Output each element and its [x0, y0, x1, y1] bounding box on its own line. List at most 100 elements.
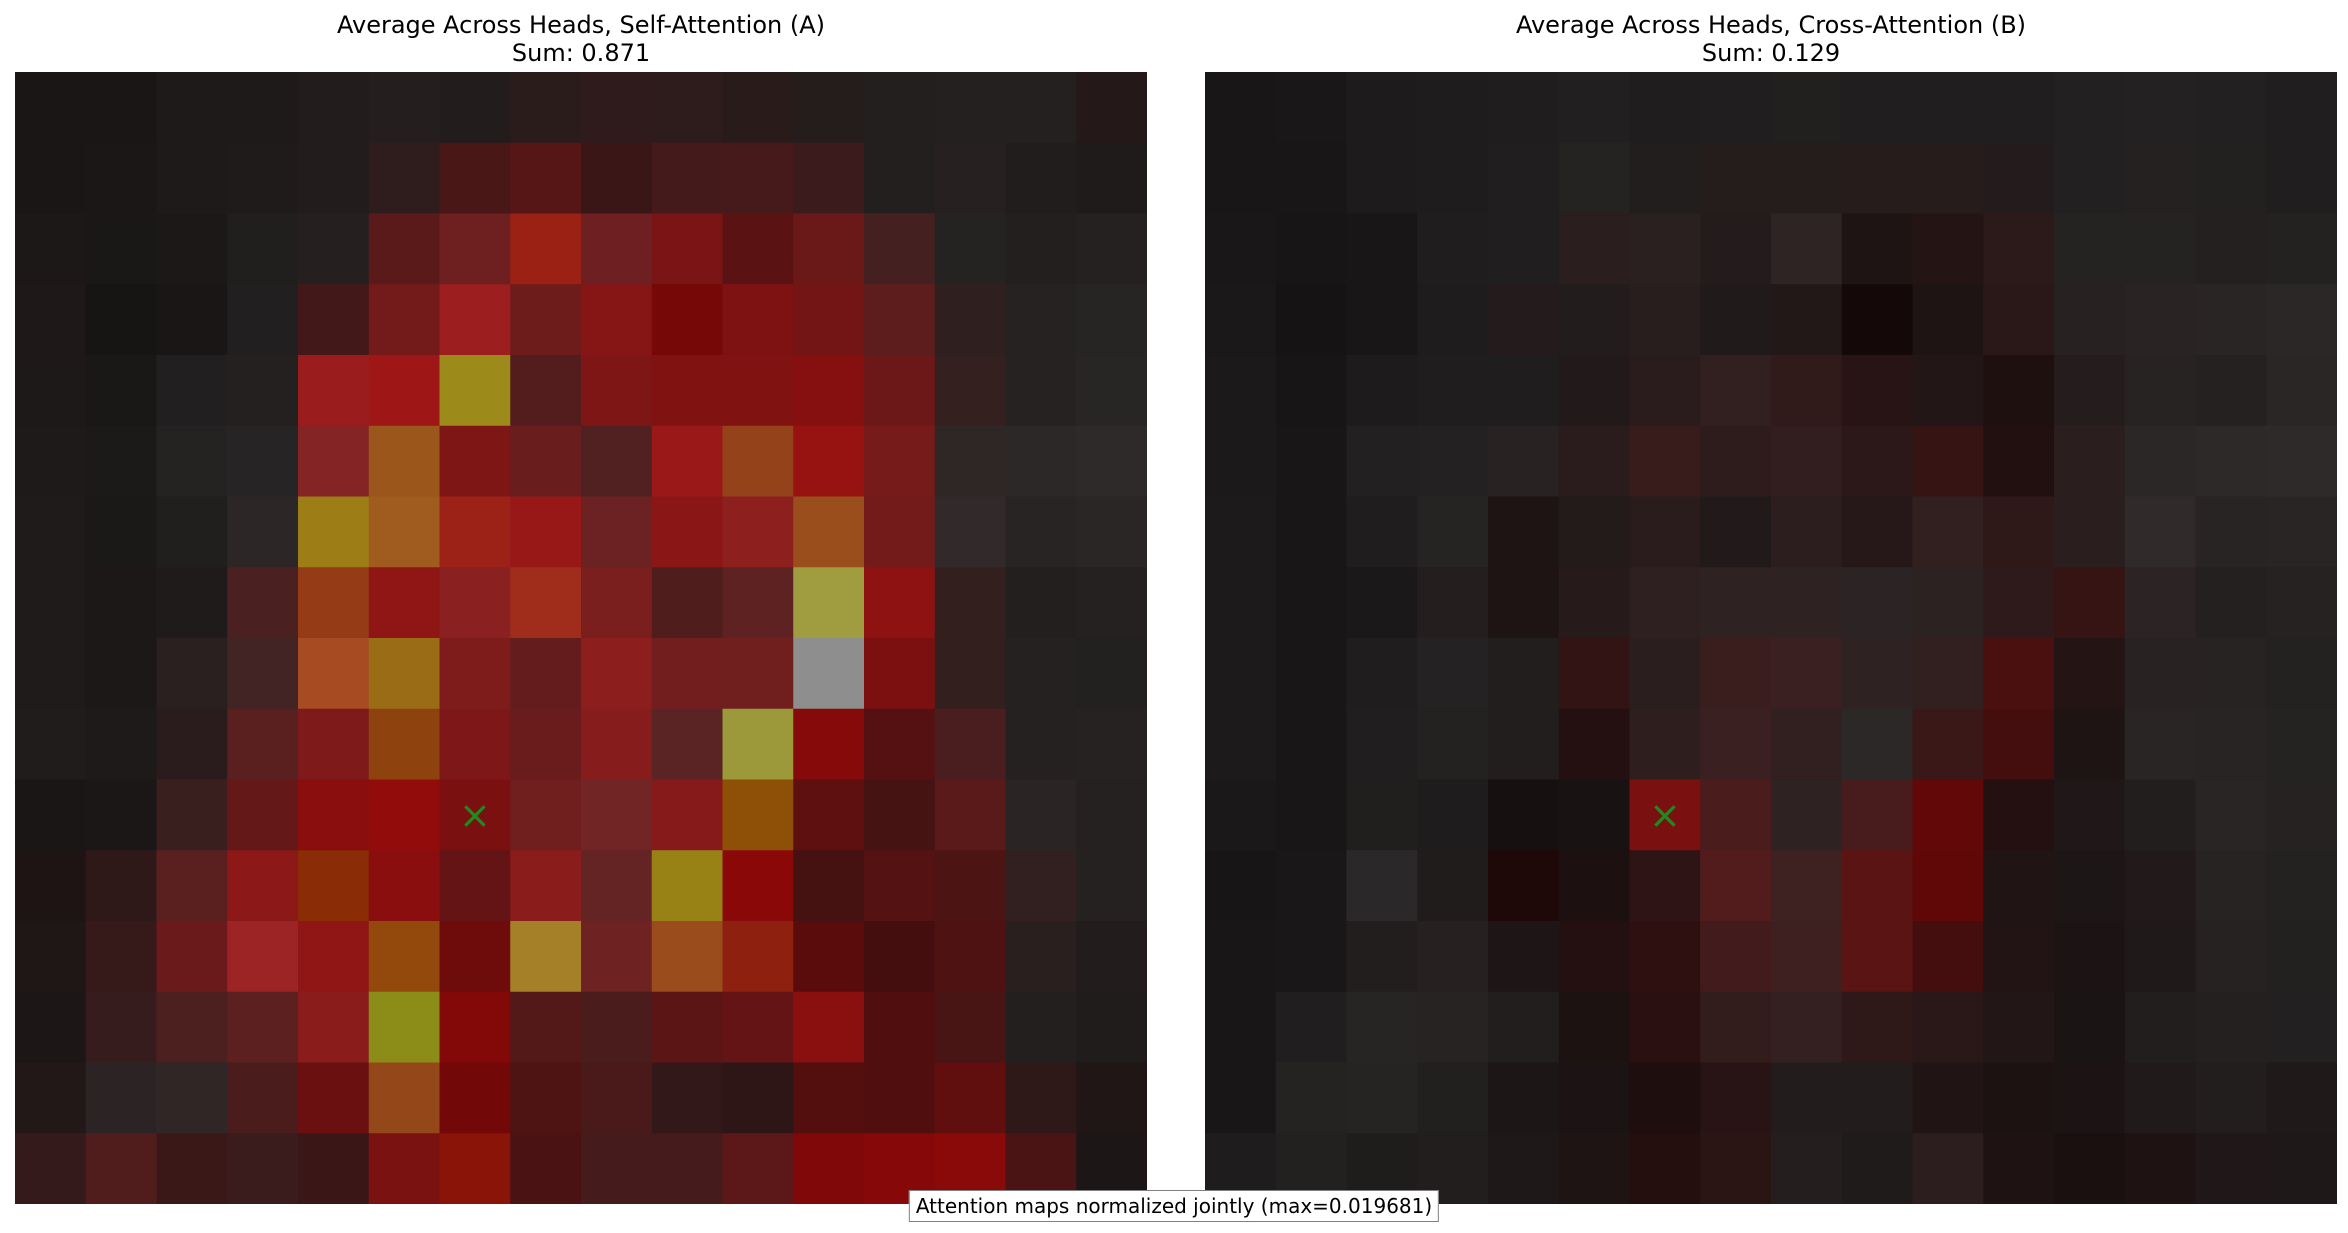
heatmap-cell-r2-c6 — [439, 213, 511, 285]
heatmap-cell-r3-c3 — [1417, 284, 1489, 356]
heatmap-cell-r1-c13 — [2124, 142, 2197, 215]
heatmap-cell-r1-c8 — [1771, 142, 1843, 215]
heatmap-cell-r5-c5 — [368, 425, 441, 498]
heatmap-cell-r15-c4 — [1488, 1133, 1560, 1204]
heatmap-cell-r0-c15 — [1076, 72, 1147, 144]
heatmap-cell-r7-c9 — [1841, 567, 1914, 639]
heatmap-cell-r5-c3 — [227, 425, 299, 498]
heatmap-cell-r7-c0 — [1205, 567, 1277, 639]
self-attention-title-text: Average Across Heads, Self-Attention (A) — [336, 11, 826, 39]
heatmap-cell-r6-c9 — [1841, 496, 1914, 568]
heatmap-cell-r12-c12 — [864, 921, 936, 993]
heatmap-cell-r13-c9 — [651, 991, 724, 1064]
heatmap-cell-r4-c0 — [15, 355, 87, 427]
heatmap-cell-r2-c11 — [1983, 213, 2055, 285]
heatmap-cell-r2-c3 — [1417, 213, 1489, 285]
heatmap-cell-r3-c5 — [1558, 284, 1631, 356]
heatmap-cell-r15-c8 — [581, 1133, 653, 1204]
heatmap-cell-r1-c14 — [2195, 142, 2267, 215]
heatmap-cell-r1-c0 — [15, 142, 87, 215]
heatmap-cell-r12-c7 — [1700, 921, 1772, 993]
heatmap-cell-r10-c2 — [156, 779, 228, 851]
heatmap-cell-r2-c9 — [651, 213, 724, 285]
heatmap-cell-r0-c0 — [1205, 72, 1277, 144]
cross-attention-heatmap-svg: × — [1205, 72, 2337, 1204]
heatmap-cell-r12-c13 — [2124, 921, 2197, 993]
heatmap-cell-r11-c2 — [1346, 850, 1418, 922]
heatmap-cell-r12-c6 — [1629, 921, 1701, 993]
heatmap-cell-r2-c11 — [793, 213, 865, 285]
heatmap-cell-r2-c2 — [1346, 213, 1418, 285]
self-attention-sum: Sum: 0.871 — [511, 39, 651, 67]
heatmap-cell-r4-c2 — [1346, 355, 1418, 427]
heatmap-cell-r3-c9 — [651, 284, 724, 356]
heatmap-cell-r1-c13 — [934, 142, 1007, 215]
heatmap-cell-r8-c10 — [1912, 638, 1984, 710]
heatmap-cell-r0-c4 — [1488, 72, 1560, 144]
heatmap-cell-r3-c12 — [864, 284, 936, 356]
heatmap-cell-r3-c5 — [368, 284, 441, 356]
heatmap-cell-r6-c2 — [156, 496, 228, 568]
heatmap-cell-r8-c14 — [2195, 638, 2267, 710]
heatmap-cell-r8-c15 — [2266, 638, 2337, 710]
heatmap-cell-r11-c9 — [1841, 850, 1914, 922]
heatmap-cell-r11-c2 — [156, 850, 228, 922]
heatmap-cell-r5-c0 — [15, 425, 87, 498]
heatmap-cell-r12-c10 — [722, 921, 794, 993]
heatmap-cell-r8-c0 — [15, 638, 87, 710]
heatmap-cell-r15-c6 — [1629, 1133, 1701, 1204]
heatmap-cell-r5-c4 — [1488, 425, 1560, 498]
self-attention-heatmap-svg: × — [15, 72, 1147, 1204]
heatmap-cell-r2-c3 — [227, 213, 299, 285]
heatmap-cell-r11-c4 — [298, 850, 370, 922]
heatmap-cell-r6-c4 — [1488, 496, 1560, 568]
heatmap-cell-r14-c10 — [722, 1062, 794, 1134]
heatmap-cell-r1-c4 — [298, 142, 370, 215]
normalization-note: Attention maps normalized jointly (max=0… — [908, 1190, 1440, 1222]
heatmap-cell-r14-c7 — [510, 1062, 582, 1134]
heatmap-cell-r13-c3 — [1417, 991, 1489, 1064]
heatmap-cell-r3-c15 — [1076, 284, 1147, 356]
heatmap-cell-r2-c12 — [2054, 213, 2126, 285]
heatmap-cell-r4-c6 — [439, 355, 511, 427]
heatmap-cell-r4-c11 — [1983, 355, 2055, 427]
heatmap-cell-r7-c4 — [1488, 567, 1560, 639]
heatmap-cell-r7-c14 — [2195, 567, 2267, 639]
heatmap-cell-r7-c12 — [2054, 567, 2126, 639]
heatmap-cell-r3-c14 — [2195, 284, 2267, 356]
heatmap-cell-r7-c10 — [1912, 567, 1984, 639]
heatmap-cell-r11-c1 — [85, 850, 158, 922]
heatmap-cell-r4-c14 — [1005, 355, 1077, 427]
heatmap-cell-r10-c12 — [2054, 779, 2126, 851]
heatmap-cell-r2-c6 — [1629, 213, 1701, 285]
heatmap-cell-r14-c5 — [1558, 1062, 1631, 1134]
heatmap-cell-r11-c7 — [1700, 850, 1772, 922]
heatmap-cell-r10-c5 — [368, 779, 441, 851]
heatmap-cell-r11-c8 — [581, 850, 653, 922]
heatmap-cell-r11-c10 — [1912, 850, 1984, 922]
heatmap-cell-r2-c4 — [298, 213, 370, 285]
heatmap-cell-r5-c3 — [1417, 425, 1489, 498]
heatmap-cell-r8-c2 — [156, 638, 228, 710]
heatmap-cell-r3-c4 — [298, 284, 370, 356]
heatmap-cell-r12-c2 — [156, 921, 228, 993]
heatmap-cell-r9-c14 — [2195, 708, 2267, 781]
heatmap-cell-r8-c1 — [1275, 638, 1348, 710]
heatmap-cell-r3-c7 — [1700, 284, 1772, 356]
heatmap-cell-r13-c0 — [1205, 991, 1277, 1064]
heatmap-cell-r9-c0 — [1205, 708, 1277, 781]
heatmap-cell-r10-c6 — [439, 779, 511, 851]
heatmap-cell-r2-c0 — [1205, 213, 1277, 285]
heatmap-cell-r12-c6 — [439, 921, 511, 993]
heatmap-cell-r5-c9 — [651, 425, 724, 498]
heatmap-cell-r15-c4 — [298, 1133, 370, 1204]
heatmap-cell-r14-c13 — [2124, 1062, 2197, 1134]
heatmap-cell-r11-c12 — [2054, 850, 2126, 922]
heatmap-cell-r7-c15 — [2266, 567, 2337, 639]
heatmap-cell-r0-c11 — [793, 72, 865, 144]
heatmap-cell-r10-c13 — [934, 779, 1007, 851]
heatmap-cell-r3-c13 — [2124, 284, 2197, 356]
heatmap-cell-r2-c12 — [864, 213, 936, 285]
heatmap-cell-r6-c8 — [581, 496, 653, 568]
heatmap-cell-r0-c5 — [1558, 72, 1631, 144]
